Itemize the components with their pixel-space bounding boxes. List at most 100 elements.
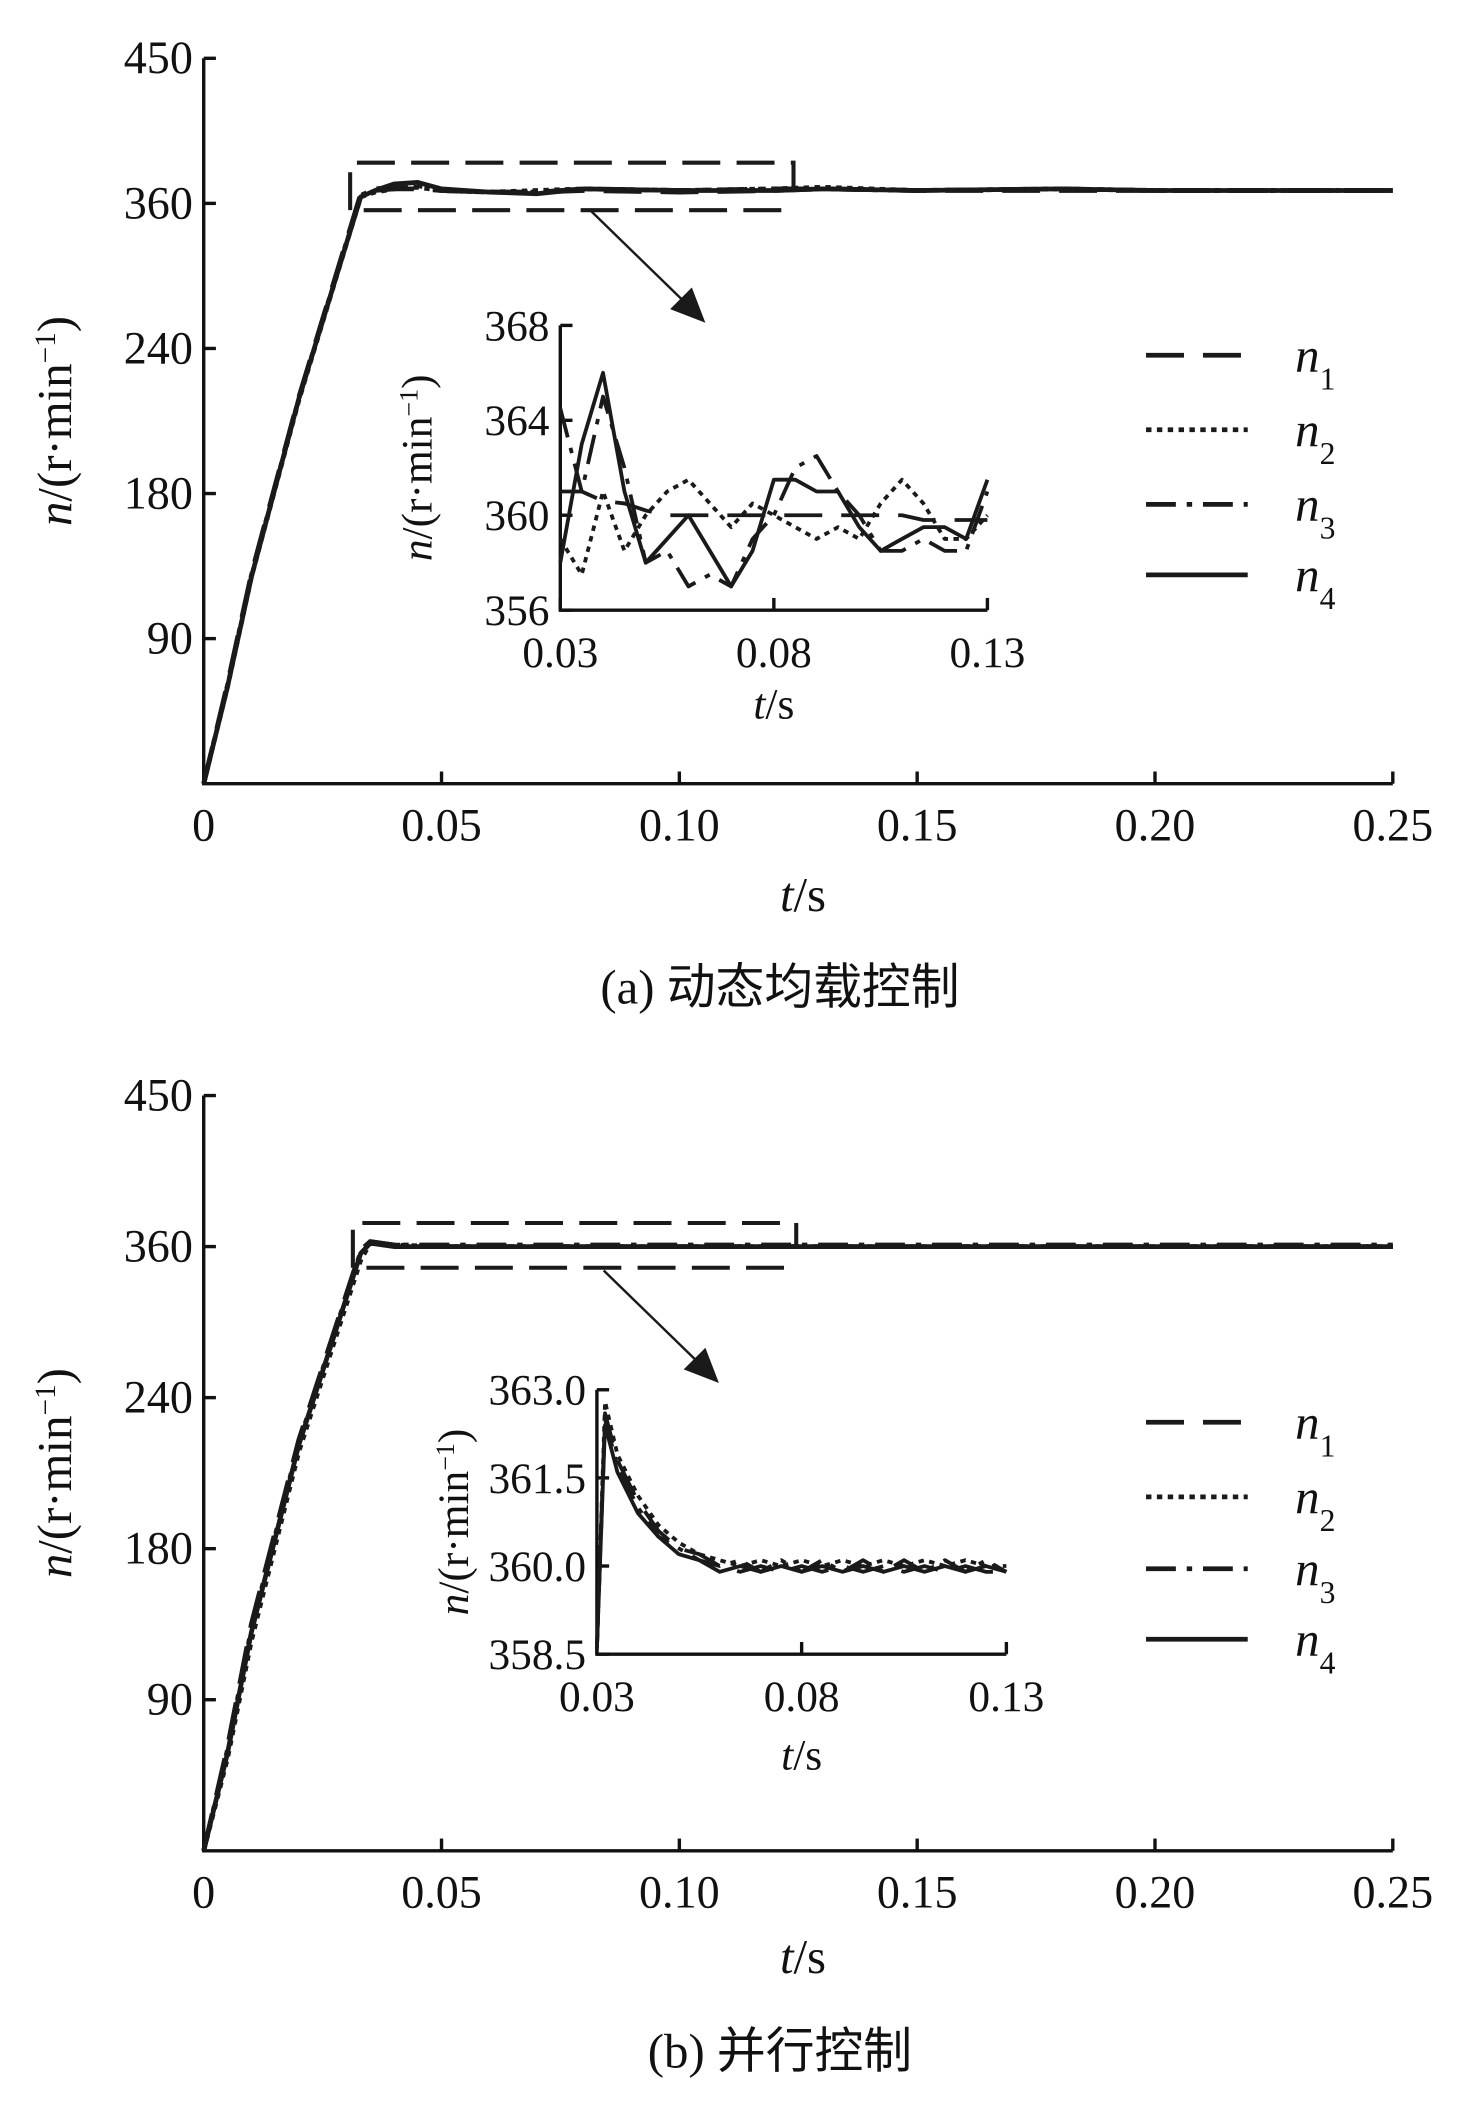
main-y-axis-title-var: n [28,1554,82,1578]
legend-label: n4 [1295,1613,1335,1681]
main-y-tick-label: 90 [147,613,193,664]
inset-y-tick-label: 358.5 [488,1631,586,1679]
main-x-axis-title-unit: /s [794,868,827,922]
inset-x-axis-title: t/s [781,1731,822,1779]
legend-sub: 3 [1320,510,1336,545]
inset-y-axis-title-unit: /(r·min [430,1470,478,1593]
panel-caption: (b) 并行控制 [648,2025,912,2079]
panel-caption: (a) 动态均载控制 [600,960,959,1014]
inset-x-tick-label: 0.08 [736,629,812,677]
legend-label: n3 [1295,1542,1335,1610]
main-x-tick-label: 0.10 [639,1867,720,1918]
inset-y-tick-label: 360 [484,492,549,540]
main-x-tick-label: 0 [192,800,215,851]
legend-var: n [1295,1396,1319,1450]
main-y-axis-title-close: ) [28,316,82,332]
legend-var: n [1295,478,1319,532]
main-y-tick-label: 180 [124,467,193,518]
zoom-arrowhead-icon [683,1347,719,1383]
legend-sub: 2 [1320,1503,1336,1538]
legend-sub: 1 [1320,361,1336,396]
main-series-n1 [201,186,1393,785]
main-y-axis-title-unit: /(r·min [28,363,82,501]
inset-x-tick-label: 0.03 [559,1673,635,1721]
main-y-tick-label: 90 [147,1674,193,1725]
main-y-axis-title-unit: /(r·min [28,1416,82,1554]
main-y-tick-label: 450 [124,32,193,83]
main-series-n4 [201,179,1393,785]
legend-sub: 2 [1320,436,1336,471]
main-x-tick-label: 0.25 [1352,800,1433,851]
legend-var: n [1295,1542,1319,1596]
inset-x-axis-title-var: t [753,681,766,729]
inset-y-axis-title-close: ) [393,374,441,388]
inset-series-n4 [595,1423,1007,1649]
main-x-axis-title: t/s [780,868,826,922]
main-y-axis-title-sup: −1 [30,332,62,363]
main-y-axis-title: n/(r·min−1) [28,316,82,526]
inset-x-axis-title-var: t [781,1731,794,1779]
legend-sub: 1 [1320,1428,1336,1463]
main-x-tick-label: 0.15 [877,1867,958,1918]
main-x-axis-title-var: t [780,868,795,922]
legend-label: n4 [1295,548,1335,616]
panel-b-parallel-control: 0 0.05 0.10 0.15 0.20 0.2590180240360450n/(r·… [28,1069,1433,2078]
inset-y-axis-title-sup: −1 [394,389,423,417]
zoom-region-box [350,1220,799,1268]
zoom-arrow [602,1269,707,1371]
legend-sub: 4 [1320,581,1336,616]
legend-var: n [1295,1470,1319,1524]
inset-y-tick-label: 360.0 [488,1543,586,1591]
legend-label: n1 [1295,329,1335,396]
inset-x-axis-title-unit: /s [793,1731,822,1779]
inset-x-tick-label: 0.03 [522,629,598,677]
main-x-axis-title: t/s [780,1930,826,1984]
legend-label: n3 [1295,478,1335,545]
main-x-tick-label: 0.05 [401,800,482,851]
main-x-axis-title-unit: /s [794,1930,827,1984]
inset-y-axis-title-sup: −1 [431,1443,460,1471]
inset-x-axis-title: t/s [753,681,794,729]
main-y-tick-label: 450 [124,1069,193,1120]
main-series-n4 [201,1240,1393,1852]
inset-y-axis-title-unit: /(r·min [393,416,441,539]
main-x-axis-title-var: t [780,1930,795,1984]
main-x-tick-label: 0.20 [1115,1867,1196,1918]
main-y-tick-label: 360 [124,177,193,228]
main-y-axis-title-close: ) [28,1368,82,1384]
zoom-region-box [348,160,796,211]
inset-y-tick-label: 368 [484,302,549,350]
zoom-arrowhead-icon [670,287,706,323]
inset-x-tick-label: 0.13 [968,1673,1044,1721]
inset-series-n4 [558,370,990,589]
main-y-tick-label: 360 [124,1220,193,1271]
main-x-tick-label: 0.25 [1352,1867,1433,1918]
main-series-n2 [201,184,1393,785]
inset-y-axis-title-var: n [393,539,441,561]
inset-y-axis-title: n/(r·min−1) [430,1429,478,1616]
main-x-tick-label: 0.10 [639,800,720,851]
inset-y-tick-label: 363.0 [488,1367,586,1415]
inset-x-axis-title-unit: /s [765,681,794,729]
main-x-tick-label: 0.05 [401,1867,482,1918]
legend-var: n [1295,1613,1319,1667]
inset-y-axis-title-close: ) [430,1429,478,1443]
legend-label: n1 [1295,1396,1335,1463]
legend-sub: 4 [1320,1645,1336,1680]
inset-series-n1 [595,1411,1007,1649]
legend-var: n [1295,329,1319,383]
inset-x-tick-label: 0.08 [764,1673,840,1721]
inset-series-n3 [558,394,990,589]
panel-a-dynamic-load-sharing: 0 0.05 0.10 0.15 0.20 0.2590180240360450n/(r·… [28,32,1433,1014]
legend-var: n [1295,548,1319,602]
inset-y-tick-label: 364 [484,397,549,445]
main-y-tick-label: 240 [124,1372,193,1423]
legend-var: n [1295,403,1319,457]
main-y-axis-title-var: n [28,502,82,526]
main-y-tick-label: 240 [124,322,193,373]
inset-x-tick-label: 0.13 [949,629,1025,677]
inset-chart: 0.03 0.08 0.13358.5360.0361.5363.0n/(r·min… [430,1367,1044,1780]
